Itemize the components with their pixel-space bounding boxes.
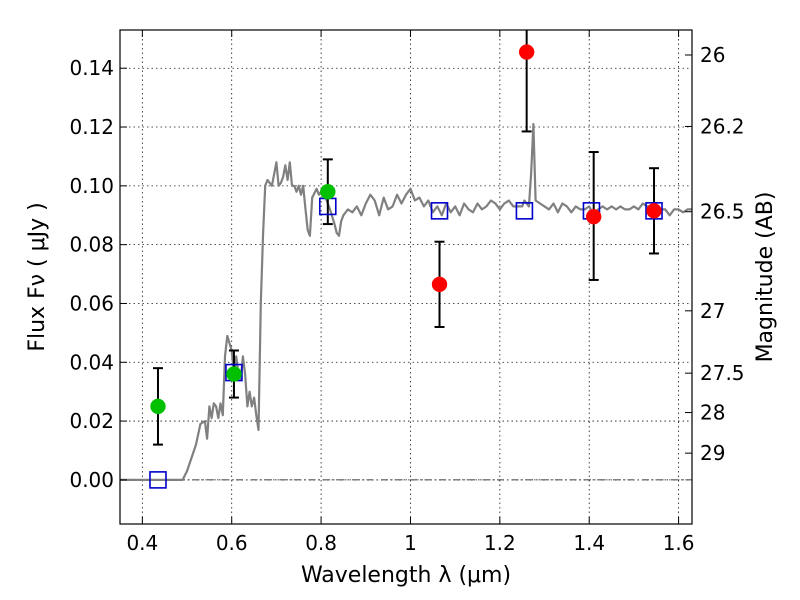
y2-axis-label: Magnitude (AB) xyxy=(753,192,778,363)
y2-tick-label: 27.5 xyxy=(700,361,745,385)
x-tick-label: 0.8 xyxy=(305,531,337,555)
observed-nir-point xyxy=(518,44,535,60)
y-tick-label: 0.08 xyxy=(69,233,114,257)
model-spectrum xyxy=(120,122,692,481)
model-photometry-square xyxy=(149,471,167,489)
model-photometry-square xyxy=(430,202,449,220)
y-tick-label: 0.04 xyxy=(69,350,114,374)
y2-tick-label: 26 xyxy=(700,43,725,67)
plot-frame xyxy=(119,29,693,525)
y2-tick-label: 27 xyxy=(700,299,725,323)
y2-tick-label: 26.5 xyxy=(700,200,745,224)
y-tick-label: 0.00 xyxy=(69,468,114,492)
observed-optical-point xyxy=(150,398,166,415)
y-tick-label: 0.06 xyxy=(69,291,114,315)
observed-nir-point xyxy=(431,276,448,293)
x-tick-label: 1.4 xyxy=(573,531,605,555)
y2-tick-label: 29 xyxy=(700,441,725,465)
y2-tick-label: 28 xyxy=(700,401,725,425)
grid xyxy=(120,30,692,524)
observed-nir-point xyxy=(585,208,602,225)
observed-nir-point xyxy=(646,203,662,219)
axis-ticks xyxy=(120,30,692,524)
y2-tick-label: 26.2 xyxy=(700,114,745,138)
x-tick-label: 0.4 xyxy=(126,531,158,555)
x-tick-label: 1 xyxy=(404,531,417,555)
y-axis-label: Flux Fν ( μJy ) xyxy=(25,202,50,351)
observed-optical-point xyxy=(226,366,242,382)
x-axis-label: Wavelength λ (μm) xyxy=(301,563,511,588)
x-tick-label: 1.6 xyxy=(663,531,695,555)
plot-background xyxy=(120,30,692,524)
y-tick-label: 0.14 xyxy=(69,56,114,80)
y2-tick-labels: 26 26.2 26.5 27 27.5 28 29 xyxy=(700,43,745,465)
y-tick-label: 0.02 xyxy=(69,409,114,433)
y-tick-label: 0.12 xyxy=(69,115,114,139)
model-photometry-square xyxy=(515,202,534,220)
spectrum-line xyxy=(120,122,692,481)
x-tick-label: 1.2 xyxy=(484,531,516,555)
model-photometry-square xyxy=(645,202,663,220)
x-tick-labels: 0.4 0.6 0.8 1 1.2 1.4 1.6 xyxy=(126,531,694,555)
y-tick-labels: 0.00 0.02 0.04 0.06 0.08 0.10 0.12 0.14 xyxy=(69,56,114,492)
observed-optical-point xyxy=(320,183,336,200)
x-tick-label: 0.6 xyxy=(216,531,248,555)
y-tick-label: 0.10 xyxy=(69,174,114,198)
observed-photometry-markers xyxy=(150,44,662,415)
